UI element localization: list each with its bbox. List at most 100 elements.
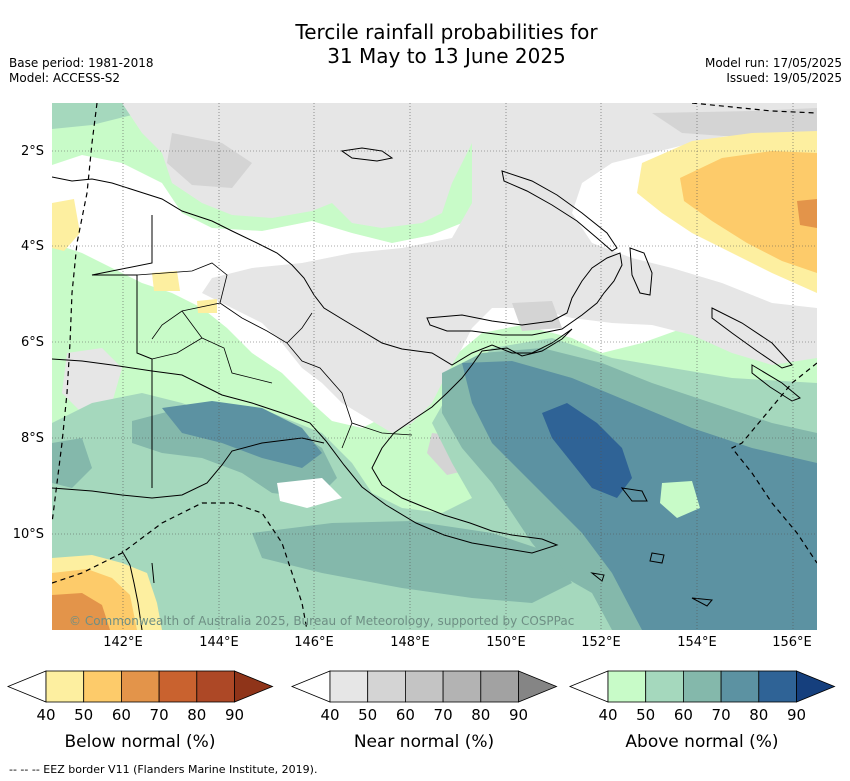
island-solomon-1 [711,307,793,369]
lon-label-146e: 146°E [294,635,334,650]
lat-label-8s: 8°S [20,431,44,446]
field-below-50-w2 [152,271,180,291]
scale-swatch [83,670,122,703]
scale-tick-label: 70 [149,706,169,724]
scale-swatch [645,670,684,703]
scale-tick-label: 80 [749,706,769,724]
colour-scales [6,670,836,703]
lon-label-150e: 150°E [486,635,526,650]
eez-footnote: -- -- -- EEZ border V11 (Flanders Marine… [9,763,318,776]
island-louisiade [590,487,713,607]
lon-label-154e: 154°E [677,635,717,650]
field-above-60-sw [252,521,572,603]
lon-label-156e: 156°E [772,635,812,650]
model-name: Model: ACCESS-S2 [9,71,121,85]
page-title: Tercile rainfall probabilities for 31 Ma… [0,20,850,68]
lat-label-10s: 10°S [12,527,44,542]
scale-arrow-right [796,670,836,703]
metadata-right: Model run: 17/05/2025 Issued: 19/05/2025 [705,56,842,86]
map [52,103,817,630]
scale-tick-label: 50 [74,706,94,724]
scale-tick-label: 80 [187,706,207,724]
scale-swatch [758,670,797,703]
coastline-new-guinea [52,176,573,554]
scale-above-normal [568,670,836,703]
scale-swatch [45,670,85,703]
scale-swatch [720,670,760,703]
province-borders [136,262,413,449]
scale-title-above: Above normal (%) [625,732,779,752]
scale-tick-label: 50 [358,706,378,724]
field-near-40-east [202,103,817,433]
field-near-50-patch1 [167,133,252,188]
field-above-60-west [52,438,92,488]
lat-label-4s: 4°S [20,239,44,254]
scale-tick-label: 90 [786,706,807,724]
field-near-50-patch4 [512,301,562,331]
coastline-cape-york [121,550,155,630]
scale-arrow-left [6,670,47,703]
scale-title-below: Below normal (%) [64,732,216,752]
scale-arrow-right [234,670,274,703]
lon-label-144e: 144°E [199,635,239,650]
scale-tick-label: 60 [673,706,693,724]
scale-tick-label: 40 [36,706,56,724]
lon-label-142e: 142°E [103,635,143,650]
field-near-50-patch2 [652,108,817,138]
scale-tick-label: 60 [111,706,131,724]
scale-near-normal [290,670,558,703]
field-below-60-ne [680,151,817,273]
island-bougainville [629,247,653,296]
scale-swatch [367,670,406,703]
field-above-70-west [162,401,322,468]
issued-date: Issued: 19/05/2025 [726,71,842,85]
scale-swatch [607,670,647,703]
lon-label-148e: 148°E [390,635,430,650]
graticule [52,103,817,630]
field-above-80-east [542,403,632,498]
field-below-70-ne [797,199,817,228]
island-solomon-2 [751,364,801,402]
map-credit: © Commonwealth of Australia 2025, Bureau… [69,614,575,628]
title-line-1: Tercile rainfall probabilities for [295,20,598,44]
scale-tick-label: 70 [711,706,731,724]
field-below-70-sw [52,593,110,630]
island-manus [340,147,394,162]
field-white-spot [277,478,342,508]
island-new-britain [426,252,623,336]
scale-tick-label: 50 [636,706,656,724]
scale-tick-label: 90 [508,706,529,724]
lat-label-6s: 6°S [20,335,44,350]
coastline-south-gulf [52,437,325,499]
model-run: Model run: 17/05/2025 [704,56,842,70]
base-period: Base period: 1981-2018 [9,56,154,70]
scale-arrow-right [518,670,558,703]
scale-swatch [329,670,369,703]
island-new-ireland [501,170,618,252]
scale-tick-label: 40 [320,706,340,724]
scale-below-normal [6,670,274,703]
scale-arrow-left [290,670,331,703]
scale-tick-label: 40 [598,706,618,724]
scale-swatch [442,670,482,703]
field-above-40-spot [660,481,700,518]
scale-swatch [158,670,198,703]
metadata-left: Base period: 1981-2018 Model: ACCESS-S2 [9,56,154,86]
scale-swatch [196,670,235,703]
eez-borders [52,103,817,630]
scale-swatch [121,670,160,703]
scale-arrow-left [568,670,609,703]
lon-label-152e: 152°E [581,635,621,650]
scale-tick-label: 70 [433,706,453,724]
scale-tick-label: 60 [395,706,415,724]
scale-swatch [404,670,444,703]
scale-swatch [480,670,519,703]
field-below-50-w1 [52,199,80,251]
scale-tick-label: 90 [224,706,245,724]
field-near-40-main [122,103,472,228]
scale-swatch [683,670,722,703]
scale-tick-label: 80 [471,706,491,724]
scale-title-near: Near normal (%) [353,732,495,752]
title-line-2: 31 May to 13 June 2025 [327,44,566,68]
lat-label-2s: 2°S [20,144,44,159]
